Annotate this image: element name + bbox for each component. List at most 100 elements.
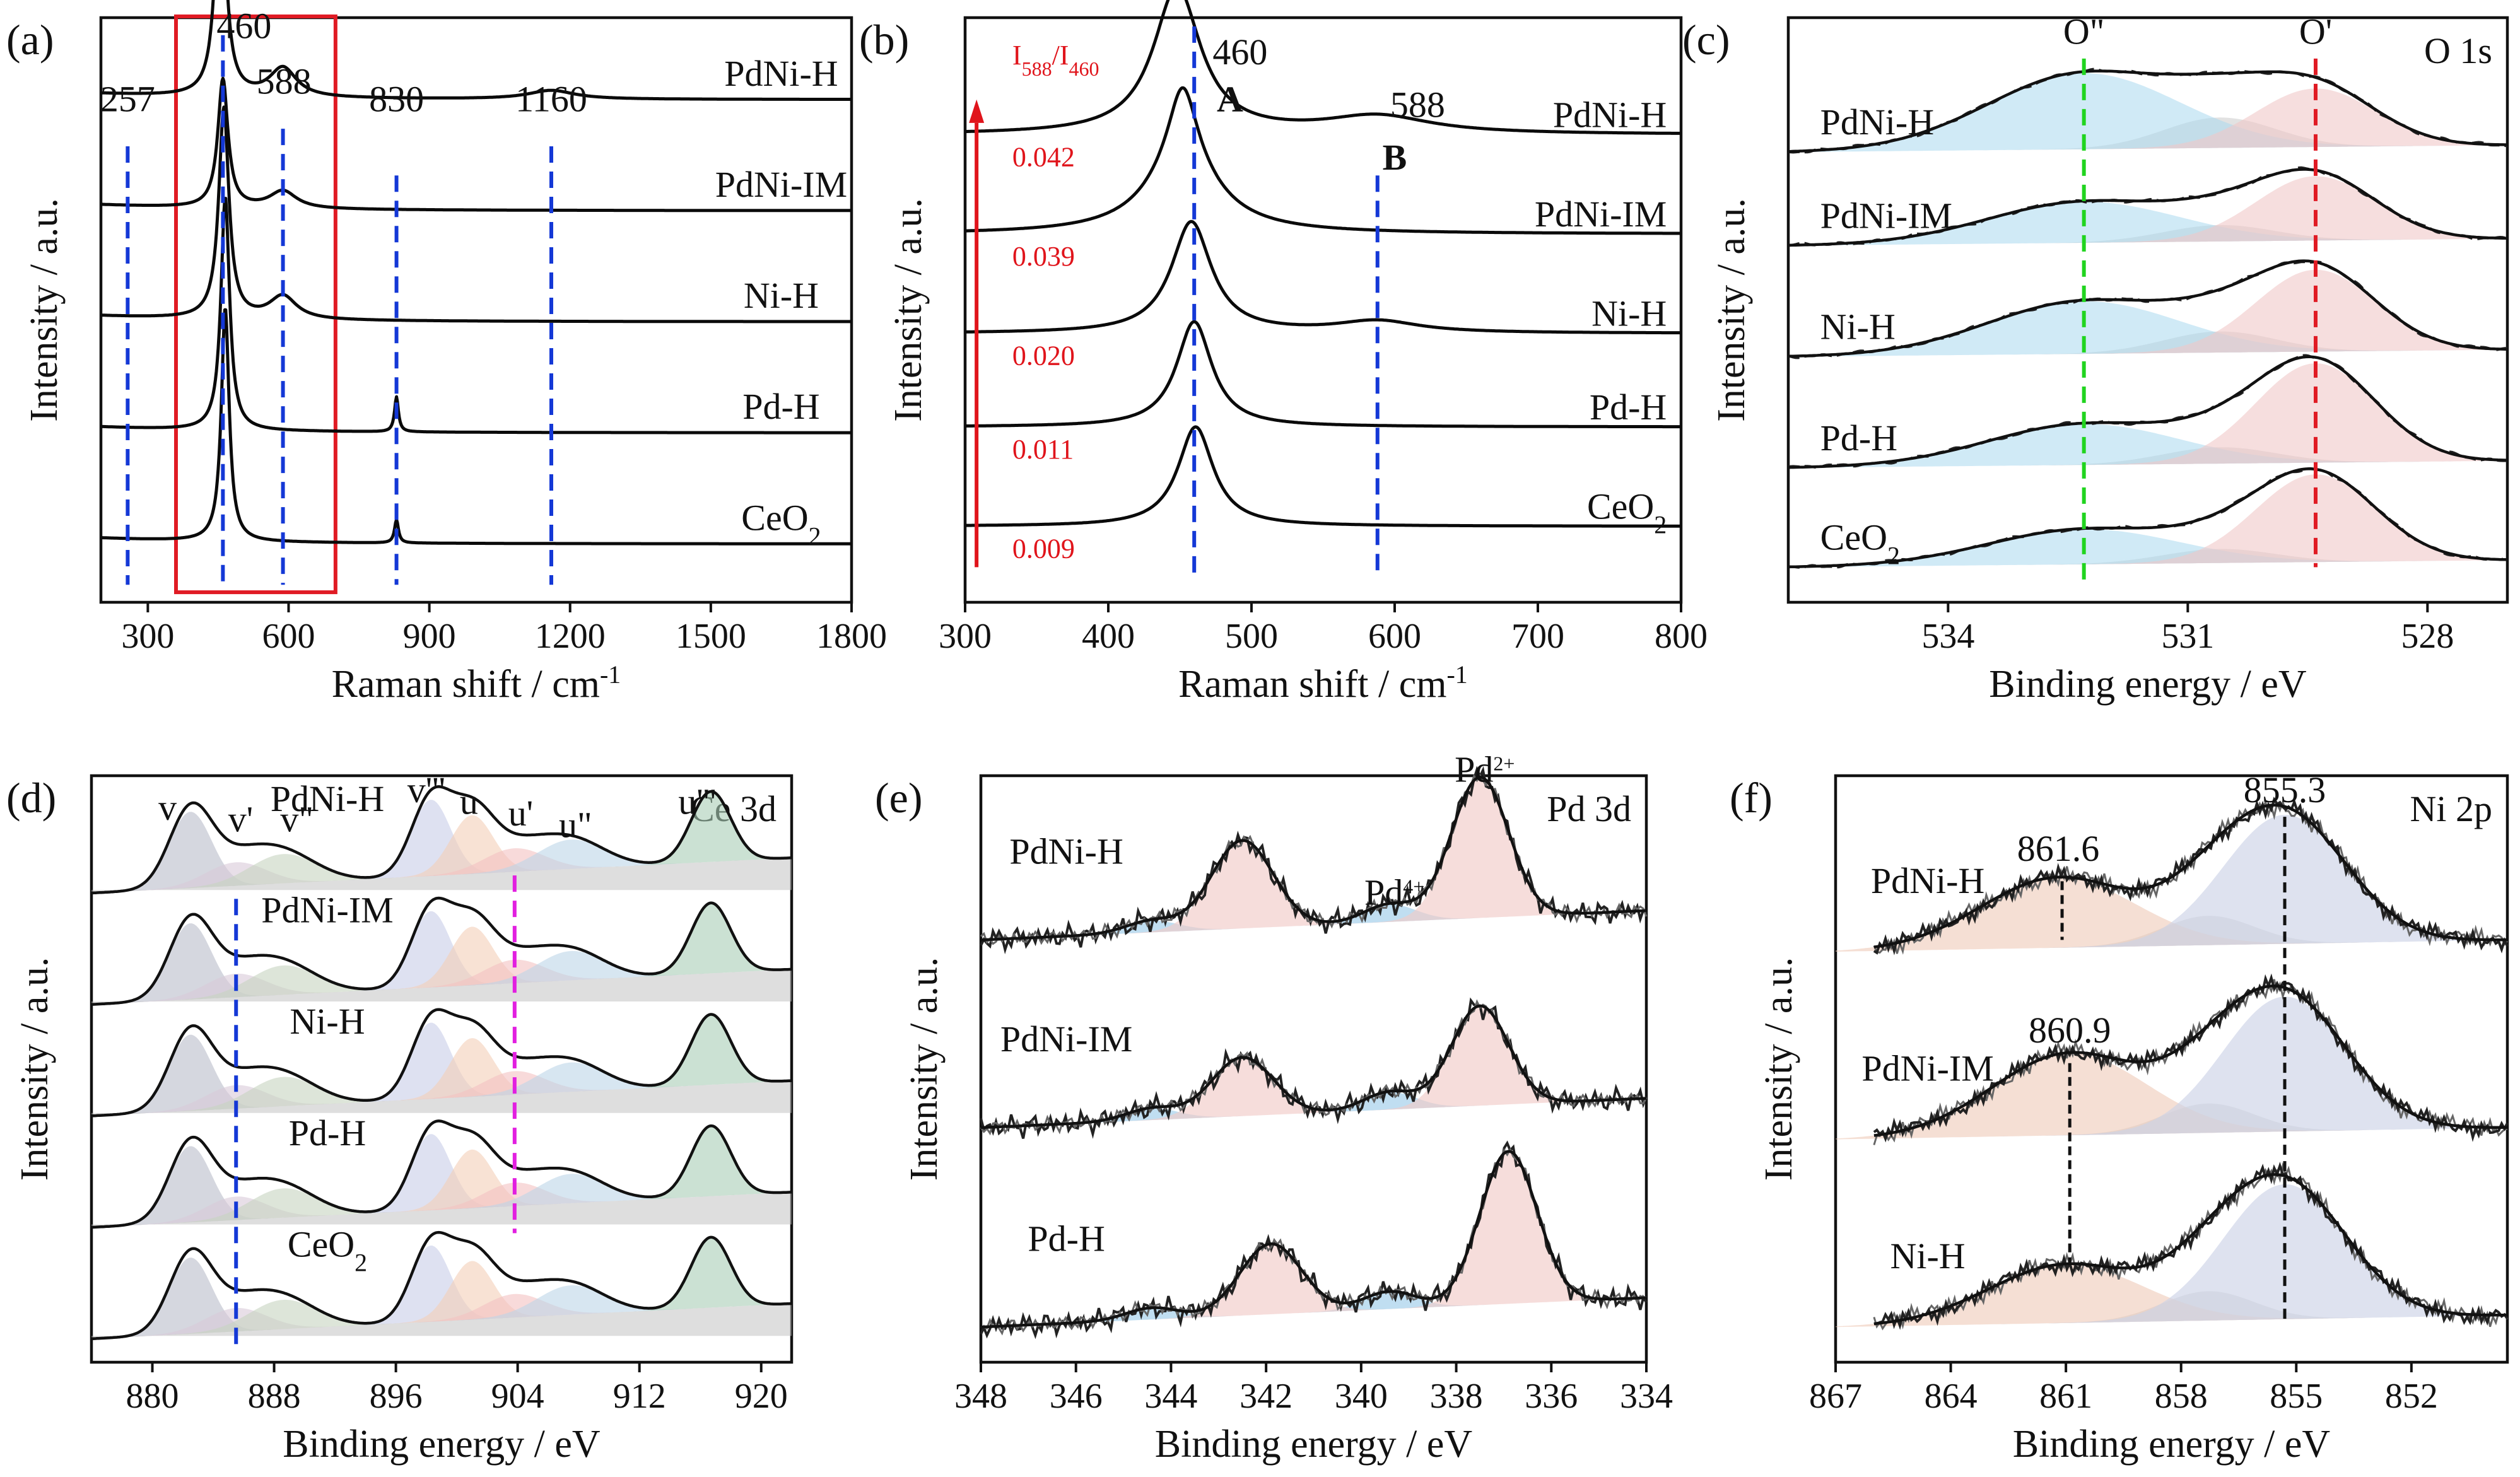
series-label: Ni-H — [290, 1001, 365, 1042]
series-label: PdNi-IM — [261, 890, 393, 931]
peak-label-superscript: 4+ — [1403, 875, 1424, 898]
series-label: Pd-H — [1820, 417, 1897, 458]
series-line — [100, 76, 852, 213]
component-fill — [1788, 73, 2507, 153]
pd2-component-fill — [981, 1006, 1646, 1128]
x-tick-label: 334 — [1620, 1377, 1673, 1416]
component-fill — [91, 965, 792, 1005]
peak-label: v — [158, 787, 177, 828]
series-label-text: PdNi-IM — [1861, 1048, 1993, 1089]
panel-c: 534 531 528 (c) Binding energy / eV Intensity… — [1682, 11, 2509, 706]
ratio-title-sub: 588 — [1022, 57, 1052, 80]
x-tick-label: 500 — [1225, 617, 1278, 656]
main-peak-fill — [1836, 815, 2507, 952]
peak-annotation: 257 — [100, 78, 155, 119]
series-label-text: PdNi-IM — [1000, 1019, 1132, 1060]
series-label-text: PdNi-H — [1009, 831, 1123, 872]
series-label-text: Pd-H — [1820, 417, 1897, 458]
fit-envelope-line — [1788, 168, 2508, 247]
x-tick-label: 858 — [2155, 1377, 2208, 1416]
peak-annotation: 860.9 — [2029, 1010, 2111, 1051]
plot-frame — [963, 16, 1683, 604]
ratio-value: 0.011 — [1012, 434, 1074, 465]
component-fill — [1788, 88, 2507, 153]
x-tick-label: 344 — [1144, 1377, 1197, 1416]
x-axis-label: Binding energy / eV — [1989, 663, 2307, 706]
series-label-text: PdNi-IM — [715, 164, 847, 205]
peak-annotation: B — [1383, 137, 1407, 178]
series-label-text: Ni-H — [1890, 1235, 1965, 1276]
y-axis-label: Intensity / a.u. — [13, 957, 56, 1181]
series-label-text: CeO — [1587, 486, 1654, 527]
series-label-text: CeO — [288, 1224, 355, 1265]
x-tick-label: 1200 — [535, 617, 606, 656]
component-fill — [91, 854, 792, 893]
series-label-text: Pd-H — [1028, 1218, 1105, 1259]
spectrum-title: Pd 3d — [1547, 788, 1631, 829]
x-axis-label-text: Raman shift / cm — [332, 663, 600, 706]
component-fill — [91, 1246, 792, 1339]
x-tick-label: 600 — [262, 617, 315, 656]
series-label: Ni-H — [1591, 293, 1667, 334]
series-label: PdNi-H — [1009, 831, 1123, 872]
peak-annotation: A — [1217, 78, 1243, 119]
component-fill — [91, 1022, 792, 1116]
x-axis-label: Binding energy / eV — [2013, 1423, 2331, 1466]
background-fill — [91, 1192, 792, 1228]
panel-label: (c) — [1682, 16, 1730, 64]
x-tick-label: 888 — [248, 1377, 301, 1416]
component-fill — [1788, 176, 2507, 246]
series-label-text: CeO — [741, 497, 808, 538]
peak-annotation: 460 — [1212, 32, 1267, 73]
main-peak-fill — [1836, 1184, 2507, 1328]
component-fill — [91, 1304, 792, 1339]
ratio-value: 0.020 — [1012, 341, 1075, 371]
highlight-box — [174, 15, 337, 595]
plot-frame — [1834, 774, 2509, 1364]
main-peak-fill — [1836, 996, 2507, 1140]
satellite-fill — [1836, 1264, 2507, 1328]
peak-annotation: 460 — [216, 5, 271, 46]
fit-envelope-line — [1788, 69, 2507, 153]
series-label: Ni-H — [1890, 1235, 1965, 1276]
spectrum-title: O 1s — [2424, 30, 2492, 71]
ratio-value: 0.009 — [1012, 533, 1075, 564]
series-label-text: PdNi-H — [724, 53, 838, 94]
peak-label: u" — [559, 805, 592, 846]
plot-frame — [1786, 16, 2509, 604]
peak-annotation: 855.3 — [2244, 769, 2326, 810]
component-fill — [91, 858, 792, 893]
series-label: Pd-H — [289, 1112, 366, 1153]
pd2-component-fill — [981, 1151, 1646, 1328]
series-label-subscript: 2 — [1654, 510, 1667, 539]
series-line — [100, 0, 852, 101]
series-label: PdNi-IM — [715, 164, 847, 205]
x-tick-label: 900 — [403, 617, 456, 656]
panel-label: (f) — [1730, 774, 1773, 822]
x-tick-label: 400 — [1082, 617, 1135, 656]
component-fill — [91, 1299, 792, 1339]
component-fill — [91, 1077, 792, 1116]
fit-envelope-line — [91, 896, 792, 1006]
fit-envelope-line — [980, 776, 1647, 942]
x-tick-label: 700 — [1511, 617, 1564, 656]
ratio-arrow-head — [969, 99, 985, 123]
series-label-text: PdNi-H — [1871, 860, 1984, 901]
fit-envelope-line — [1788, 467, 2508, 569]
series-line — [964, 86, 1682, 235]
panel-a: 300 600 900 1200 1500 1800 (a) Raman shift / cm… — [6, 0, 887, 706]
component-label: O" — [2063, 11, 2105, 52]
x-tick-label: 904 — [491, 1377, 544, 1416]
component-fill — [91, 1258, 792, 1339]
background-fill — [91, 1080, 792, 1116]
series-label: CeO2 — [288, 1224, 367, 1277]
series-line — [100, 105, 852, 324]
ratio-title-main: I — [1012, 40, 1022, 71]
y-axis-label: Intensity / a.u. — [887, 198, 930, 422]
series-label-text: Ni-H — [744, 275, 819, 316]
series-label: PdNi-H — [1820, 102, 1934, 143]
fit-envelope-line — [1873, 1173, 2507, 1326]
fit-envelope-line — [1873, 803, 2507, 949]
fit-envelope-line — [1788, 355, 2508, 469]
fit-envelope-line — [91, 1230, 792, 1341]
